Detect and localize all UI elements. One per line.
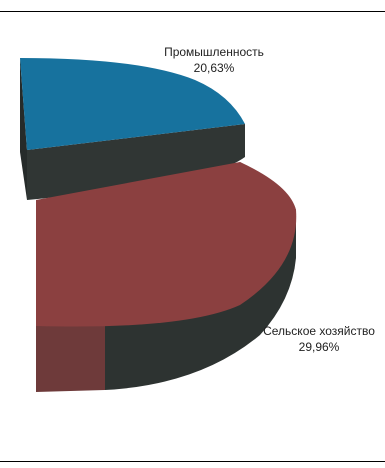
slice-industry-side-left [20, 58, 27, 200]
frame-bottom-line [0, 461, 385, 462]
slice-industry [20, 58, 245, 200]
slice-industry-top [20, 58, 245, 150]
slice-agriculture-side-front [36, 321, 105, 392]
slice-industry-side-outer [27, 124, 245, 200]
slice-agriculture [36, 162, 297, 392]
label-industry-name: Промышленность [164, 45, 264, 59]
slice-agriculture-top [36, 162, 297, 327]
label-industry-value: 20,63% [194, 61, 235, 75]
label-agriculture-value: 29,96% [299, 340, 340, 354]
frame-top-line [0, 11, 385, 12]
label-agriculture-name: Сельское хозяйство [263, 324, 375, 338]
